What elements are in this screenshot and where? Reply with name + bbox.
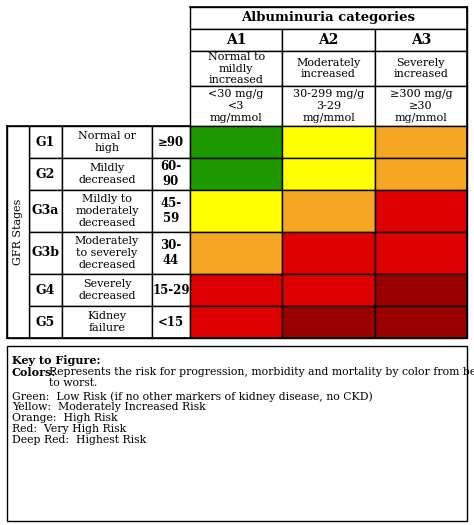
Bar [29,232,62,274]
Text: Kidney
failure: Kidney failure [88,311,127,333]
Text: Severely
decreased: Severely decreased [78,279,136,301]
Text: A3: A3 [410,33,431,47]
Text: to worst.: to worst. [49,378,97,388]
Text: Albuminuria categories: Albuminuria categories [241,12,416,25]
Bar [152,274,190,306]
Bar [7,7,62,126]
Bar [190,306,283,338]
Text: Key to Figure:: Key to Figure: [12,355,100,366]
Bar [62,232,152,274]
Text: A2: A2 [319,33,339,47]
Bar [283,86,374,126]
Text: Normal or
high: Normal or high [78,131,136,153]
Bar [283,158,374,190]
Text: G5: G5 [36,316,55,329]
Bar [190,158,283,190]
Bar [190,86,283,126]
Bar [283,51,374,86]
Bar [152,126,190,158]
Bar [374,158,467,190]
Bar [374,232,467,274]
Bar [283,29,374,51]
Bar [190,190,283,232]
Bar [374,51,467,86]
Bar [29,306,62,338]
Text: 60-
90: 60- 90 [160,160,182,188]
Bar [190,51,283,86]
Text: Severely
increased: Severely increased [393,58,448,79]
Bar [7,126,29,338]
Text: GFR Stages: GFR Stages [13,199,23,265]
Bar [62,306,152,338]
Text: <30 mg/g
<3
mg/mmol: <30 mg/g <3 mg/mmol [209,89,264,123]
Bar [283,232,374,274]
Bar [374,306,467,338]
Bar [283,126,374,158]
Text: Moderately
increased: Moderately increased [296,58,361,79]
Bar [62,190,152,232]
Bar [283,306,374,338]
Text: Red:  Very High Risk: Red: Very High Risk [12,424,126,434]
Text: <15: <15 [158,316,184,329]
Text: 30-299 mg/g
3-29
mg/mmol: 30-299 mg/g 3-29 mg/mmol [293,89,364,123]
Bar [29,158,62,190]
Bar [62,274,152,306]
Text: Yellow:  Moderately Increased Risk: Yellow: Moderately Increased Risk [12,402,206,412]
Text: Green:  Low Risk (if no other markers of kidney disease, no CKD): Green: Low Risk (if no other markers of … [12,391,373,402]
Bar [374,29,467,51]
Text: 45-
59: 45- 59 [160,197,182,225]
Bar [374,190,467,232]
Text: Moderately
to severely
decreased: Moderately to severely decreased [75,236,139,270]
Bar [190,7,467,29]
Bar [7,346,467,521]
Bar [29,274,62,306]
Text: G3b: G3b [31,247,60,259]
Bar [62,158,152,190]
Text: 15-29: 15-29 [152,284,190,297]
Bar [152,232,190,274]
Bar [62,126,152,158]
Text: ≥90: ≥90 [158,135,184,149]
Text: G2: G2 [36,167,55,181]
Bar [283,190,374,232]
Bar [190,232,283,274]
Text: Orange:  High Risk: Orange: High Risk [12,413,118,423]
Bar [152,306,190,338]
Text: G1: G1 [36,135,55,149]
Text: G4: G4 [36,284,55,297]
Text: Colors:: Colors: [12,367,56,378]
Text: A1: A1 [226,33,246,47]
Bar [152,190,190,232]
Text: ≥300 mg/g
≥30
mg/mmol: ≥300 mg/g ≥30 mg/mmol [390,89,452,123]
Text: Deep Red:  Highest Risk: Deep Red: Highest Risk [12,435,146,445]
Text: Mildly to
moderately
decreased: Mildly to moderately decreased [75,194,139,228]
Text: 30-
44: 30- 44 [160,239,182,267]
Bar [374,274,467,306]
Text: Mildly
decreased: Mildly decreased [78,163,136,185]
Bar [374,126,467,158]
Bar [190,29,283,51]
Text: G3a: G3a [32,205,59,217]
Bar [29,126,62,158]
Bar [152,158,190,190]
Bar [374,86,467,126]
Bar [7,7,190,126]
Bar [283,274,374,306]
Text: Represents the risk for progression, morbidity and mortality by color from best: Represents the risk for progression, mor… [49,367,474,377]
Bar [190,126,283,158]
Bar [29,190,62,232]
Text: Normal to
mildly
increased: Normal to mildly increased [208,52,265,85]
Bar [190,274,283,306]
